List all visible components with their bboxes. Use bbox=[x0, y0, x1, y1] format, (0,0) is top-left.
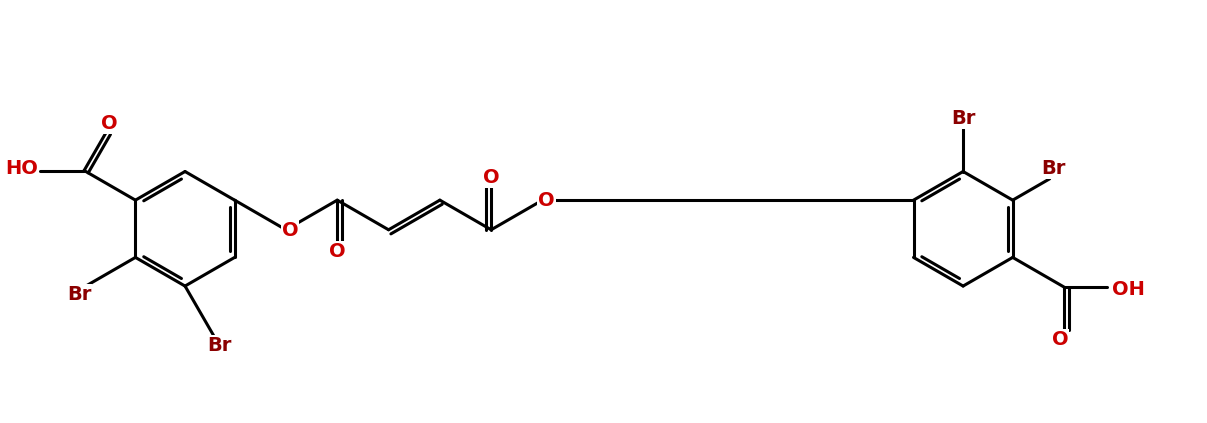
Text: Br: Br bbox=[951, 110, 975, 129]
Text: Br: Br bbox=[208, 336, 232, 355]
Text: Br: Br bbox=[1042, 159, 1066, 179]
Text: O: O bbox=[1051, 330, 1068, 349]
Text: O: O bbox=[101, 114, 117, 133]
Text: O: O bbox=[538, 191, 555, 210]
Text: O: O bbox=[483, 168, 500, 187]
Text: HO: HO bbox=[5, 159, 37, 178]
Text: O: O bbox=[330, 242, 345, 261]
Text: O: O bbox=[281, 221, 298, 240]
Text: OH: OH bbox=[1112, 280, 1144, 299]
Text: Br: Br bbox=[68, 286, 92, 305]
